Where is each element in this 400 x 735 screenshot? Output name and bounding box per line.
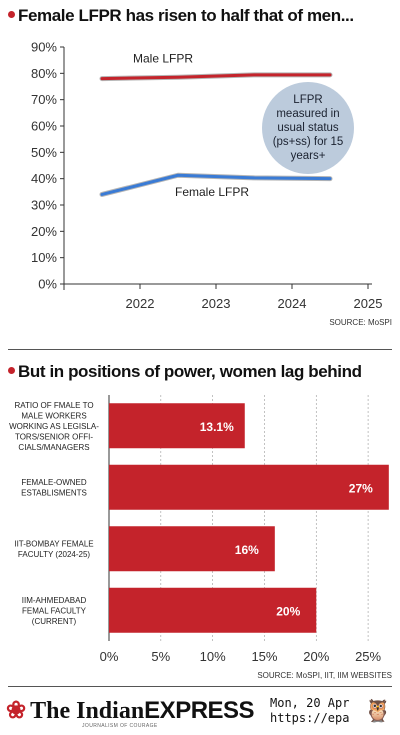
category-label: CIALS/MANAGERS (18, 443, 89, 452)
category-label: (CURRENT) (32, 617, 77, 626)
chart1-headline: Female LFPR has risen to half that of me… (8, 6, 354, 26)
category-label: RATIO OF FMALE TO (14, 401, 93, 410)
bar-value-label: 20% (276, 604, 300, 618)
x-tick-label: 25% (355, 649, 381, 664)
category-label: TORS/SENIOR OFFI- (15, 432, 93, 441)
y-tick-label: 30% (31, 198, 57, 213)
y-tick-label: 50% (31, 145, 57, 160)
category-label: IIT-BOMBAY FEMALE (14, 540, 93, 549)
line-chart: 90% 80% 70% 60% 50% 40% 30% 20% 10% 0% 2022 2023 202… (31, 40, 383, 312)
footer: ❀ The IndianEXPRESS JOURNALISM OF COURAGE… (0, 690, 400, 735)
y-tick-label: 40% (31, 171, 57, 186)
divider (8, 686, 392, 687)
bullet-dot-icon (8, 11, 15, 19)
divider (8, 349, 392, 350)
y-tick-label: 60% (31, 119, 57, 134)
category-label: FACULTY (2024-25) (18, 550, 91, 559)
category-label: WORKING AS LEGISLA- (9, 422, 99, 431)
bar (109, 587, 317, 633)
x-tick-label: 15% (251, 649, 277, 664)
stamp-url: https://epa (270, 711, 350, 725)
annotation-text: LFPR measured in usual status (ps+ss) fo… (272, 94, 344, 162)
series-label: Male LFPR (133, 52, 193, 66)
bar-value-label: 27% (349, 481, 373, 495)
bar (109, 526, 275, 572)
y-tick-label: 10% (31, 250, 57, 265)
female-lfpr-line (100, 173, 332, 196)
series-label: Female LFPR (175, 185, 249, 199)
bar-value-label: 13.1% (200, 420, 234, 434)
y-tick-label: 20% (31, 224, 57, 239)
x-tick-label: 5% (151, 649, 170, 664)
x-tick-label: 2023 (202, 296, 231, 311)
bar (109, 464, 389, 510)
y-tick-label: 0% (38, 277, 57, 292)
x-tick-label: 2024 (278, 296, 307, 311)
y-tick-label: 80% (31, 66, 57, 81)
x-tick-label: 2022 (126, 296, 155, 311)
x-tick-label: 2025 (354, 296, 383, 311)
brand-logo: ❀ The IndianEXPRESS (6, 697, 255, 724)
category-label: FEMALE-OWNED (21, 478, 87, 487)
x-tick-label: 20% (303, 649, 329, 664)
x-tick-label: 0% (100, 649, 119, 664)
male-lfpr-line (100, 73, 332, 81)
brand-tagline: JOURNALISM OF COURAGE (82, 723, 158, 729)
category-label: ESTABLISMENTS (21, 489, 87, 498)
stamp-date: Mon, 20 Apr (270, 696, 350, 710)
category-label: IIM-AHMEDABAD (22, 596, 87, 605)
bullet-dot-icon (8, 367, 15, 375)
x-tick-label: 10% (200, 649, 226, 664)
logo-swirl-icon: ❀ (6, 698, 27, 724)
chart2-source: SOURCE: MoSPI, IIT, IIM WEBSITES (257, 671, 392, 680)
category-label: MALE WORKERS (21, 411, 86, 420)
date-stamp: Mon, 20 Apr https://epa (270, 696, 362, 726)
bar-value-label: 16% (235, 543, 259, 557)
bar (109, 403, 245, 449)
y-tick-label: 90% (31, 40, 57, 55)
chart2-headline: But in positions of power, women lag beh… (8, 362, 362, 382)
category-label: FEMAL FACULTY (22, 606, 87, 615)
annotation-bubble: LFPR measured in usual status (ps+ss) fo… (262, 82, 354, 174)
owl-icon: 🦉 (364, 698, 392, 723)
chart1-source: SOURCE: MoSPI (329, 318, 392, 327)
y-tick-label: 70% (31, 92, 57, 107)
